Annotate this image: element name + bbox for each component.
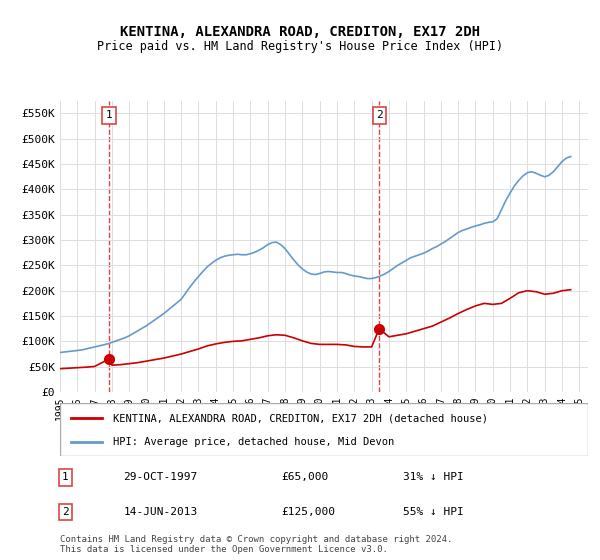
Text: 31% ↓ HPI: 31% ↓ HPI: [403, 473, 464, 482]
Text: 29-OCT-1997: 29-OCT-1997: [124, 473, 197, 482]
Text: 1: 1: [106, 110, 112, 120]
Text: 2: 2: [62, 507, 68, 517]
Text: 1: 1: [62, 473, 68, 482]
Text: 14-JUN-2013: 14-JUN-2013: [124, 507, 197, 517]
Text: KENTINA, ALEXANDRA ROAD, CREDITON, EX17 2DH (detached house): KENTINA, ALEXANDRA ROAD, CREDITON, EX17 …: [113, 413, 488, 423]
Text: 55% ↓ HPI: 55% ↓ HPI: [403, 507, 464, 517]
Text: Price paid vs. HM Land Registry's House Price Index (HPI): Price paid vs. HM Land Registry's House …: [97, 40, 503, 53]
FancyBboxPatch shape: [60, 403, 588, 456]
Text: Contains HM Land Registry data © Crown copyright and database right 2024.
This d: Contains HM Land Registry data © Crown c…: [60, 535, 452, 554]
Text: £125,000: £125,000: [282, 507, 336, 517]
Text: £65,000: £65,000: [282, 473, 329, 482]
Text: 2: 2: [376, 110, 383, 120]
Text: KENTINA, ALEXANDRA ROAD, CREDITON, EX17 2DH: KENTINA, ALEXANDRA ROAD, CREDITON, EX17 …: [120, 25, 480, 39]
Text: HPI: Average price, detached house, Mid Devon: HPI: Average price, detached house, Mid …: [113, 436, 394, 446]
